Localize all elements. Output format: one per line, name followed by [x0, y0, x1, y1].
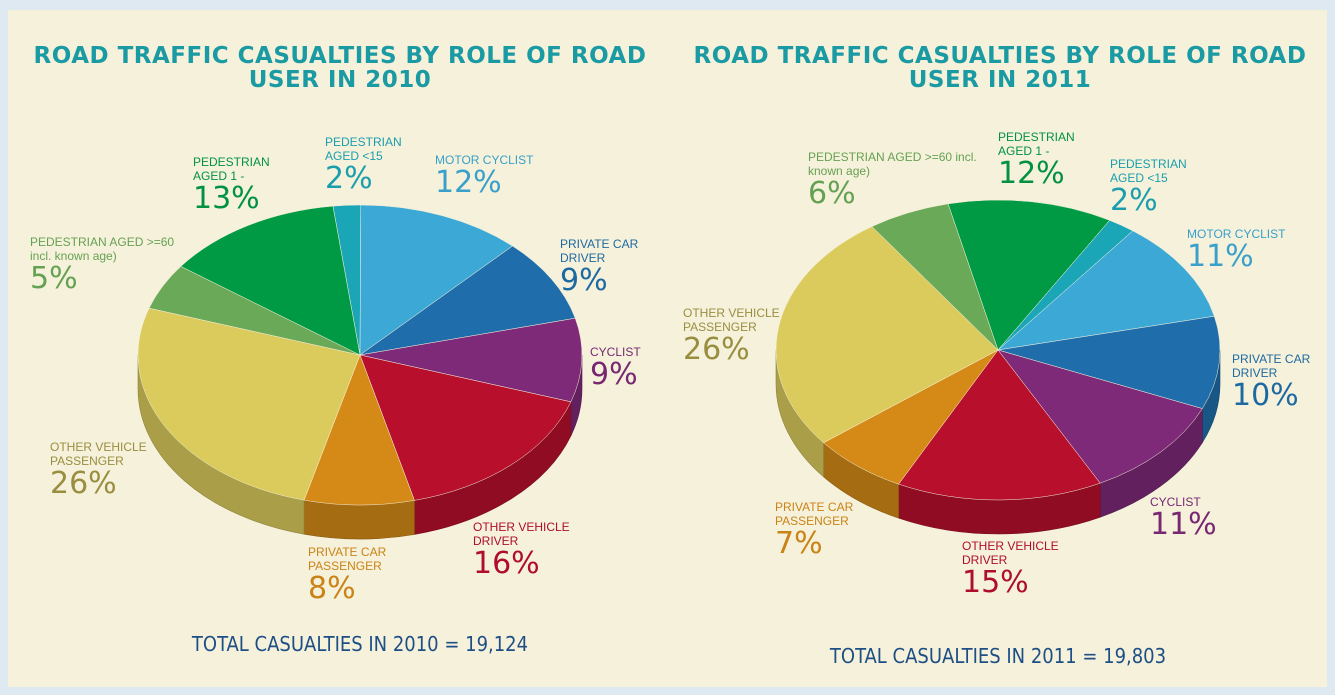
- value-label: 26%: [50, 466, 117, 501]
- value-label: 9%: [590, 357, 638, 392]
- category-name: PEDESTRIAN AGED >=60 incl. known age): [30, 235, 175, 263]
- category-name: OTHER VEHICLE PASSENGER: [50, 440, 147, 468]
- slice-label: PRIVATE CAR PASSENGER 8%: [308, 545, 408, 605]
- value-label: 11%: [1187, 239, 1254, 274]
- slice-label: CYCLIST 11%: [1150, 495, 1230, 541]
- slice-label: PRIVATE CAR DRIVER 10%: [1232, 352, 1322, 412]
- slice-label: MOTOR CYCLIST 12%: [435, 153, 575, 199]
- slice-label: CYCLIST 9%: [590, 345, 650, 391]
- value-label: 9%: [560, 263, 608, 298]
- pie-slice: [775, 226, 999, 444]
- pie-slice: [947, 199, 1111, 351]
- pie-slice: [898, 349, 1101, 501]
- value-label: 12%: [998, 156, 1065, 191]
- value-label: 16%: [473, 546, 540, 581]
- category-name: PRIVATE CAR PASSENGER: [775, 500, 854, 528]
- slice-label: PEDESTRIAN AGED >=60 incl. known age) 5%: [30, 235, 195, 295]
- value-label: 10%: [1232, 378, 1299, 413]
- value-label: 13%: [193, 181, 260, 216]
- pie-tops: [137, 204, 583, 506]
- category-name: CYCLIST: [1150, 495, 1201, 509]
- category-name: OTHER VEHICLE DRIVER: [962, 539, 1059, 567]
- pie-slice: [180, 205, 361, 356]
- value-label: 2%: [325, 161, 373, 196]
- pie-tops: [775, 199, 1221, 501]
- slice-label: PEDESTRIAN AGED 1 -12%: [998, 130, 1088, 190]
- pie-slice: [997, 349, 1203, 484]
- pie-slice: [137, 307, 361, 501]
- value-label: 6%: [808, 176, 856, 211]
- pie-slice: [871, 203, 999, 351]
- value-label: 15%: [962, 565, 1029, 600]
- slice-label: MOTOR CYCLIST 11%: [1187, 227, 1307, 273]
- category-name: PEDESTRIAN AGED 1 -: [193, 155, 270, 183]
- total-annotation: TOTAL CASUALTIES IN 2010 = 19,124: [191, 632, 529, 656]
- category-name: PEDESTRIAN AGED >=60 incl. known age): [808, 150, 977, 178]
- value-label: 8%: [308, 571, 356, 606]
- pie-slice: [359, 204, 513, 356]
- category-name: OTHER VEHICLE DRIVER: [473, 520, 570, 548]
- slice-label: OTHER VEHICLE PASSENGER 26%: [50, 440, 160, 500]
- slice-label: OTHER VEHICLE DRIVER 15%: [962, 539, 1072, 599]
- category-name: MOTOR CYCLIST: [435, 153, 534, 167]
- pie-slice: [303, 354, 415, 506]
- slice-label: PEDESTRIAN AGED <15 2%: [325, 135, 415, 195]
- category-name: PEDESTRIAN AGED <15: [1110, 157, 1187, 185]
- slice-label: PEDESTRIAN AGED >=60 incl. known age) 6%: [808, 150, 978, 210]
- category-name: MOTOR CYCLIST: [1187, 227, 1286, 241]
- chart-title: ROAD TRAFFIC CASUALTIES BY ROLE OF ROAD …: [33, 43, 647, 93]
- pie-slice: [359, 317, 583, 403]
- category-name: PRIVATE CAR PASSENGER: [308, 545, 387, 573]
- chart-title: ROAD TRAFFIC CASUALTIES BY ROLE OF ROAD …: [693, 43, 1307, 93]
- category-name: CYCLIST: [590, 345, 641, 359]
- slice-label: OTHER VEHICLE DRIVER 16%: [473, 520, 583, 580]
- category-name: OTHER VEHICLE PASSENGER: [683, 306, 780, 334]
- slice-label: PRIVATE CAR DRIVER 9%: [560, 237, 650, 297]
- value-label: 11%: [1150, 507, 1217, 542]
- pie-slice: [997, 315, 1221, 409]
- pie-slice: [997, 230, 1215, 351]
- value-label: 12%: [435, 165, 502, 200]
- pie-slice: [359, 245, 576, 356]
- value-label: 26%: [683, 332, 750, 367]
- category-name: PRIVATE CAR DRIVER: [1232, 352, 1311, 380]
- value-label: 7%: [775, 526, 823, 561]
- slice-label: PEDESTRIAN AGED 1 -13%: [193, 155, 283, 215]
- category-name: PEDESTRIAN AGED 1 -: [998, 130, 1075, 158]
- category-name: PRIVATE CAR DRIVER: [560, 237, 639, 265]
- value-label: 2%: [1110, 183, 1158, 218]
- pie-side: [303, 499, 415, 540]
- pie-slice: [359, 354, 572, 501]
- category-name: PEDESTRIAN AGED <15: [325, 135, 402, 163]
- slice-label: PRIVATE CAR PASSENGER 7%: [775, 500, 875, 560]
- total-annotation: TOTAL CASUALTIES IN 2011 = 19,803: [829, 644, 1167, 668]
- slice-label: PEDESTRIAN AGED <15 2%: [1110, 157, 1200, 217]
- value-label: 5%: [30, 261, 78, 296]
- slice-label: OTHER VEHICLE PASSENGER 26%: [683, 306, 793, 366]
